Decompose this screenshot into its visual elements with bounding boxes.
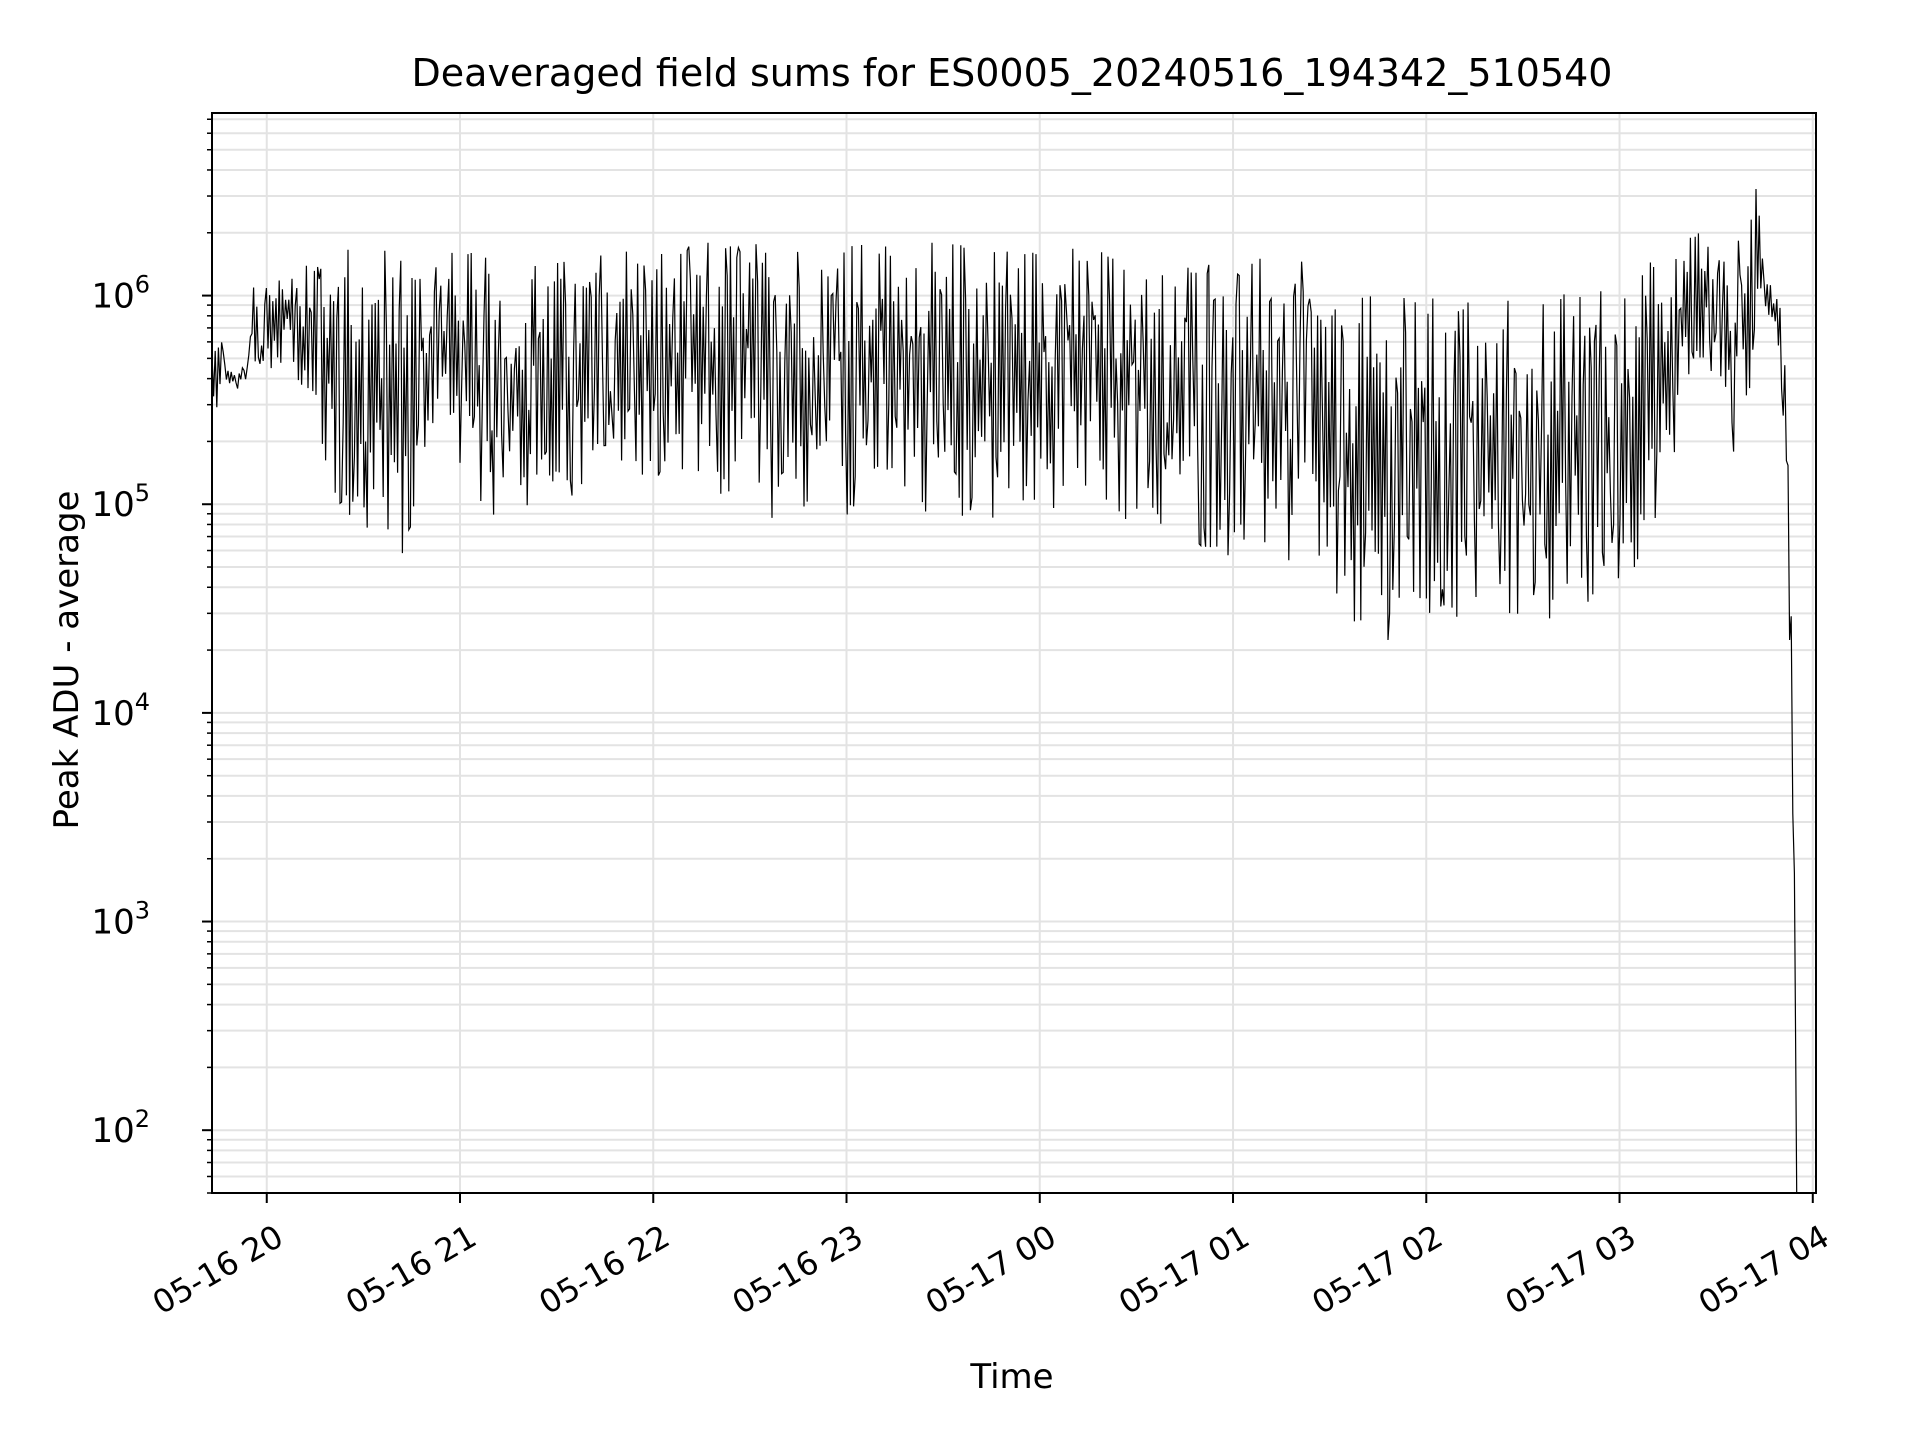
y-tick-label-exponent: 5 (135, 479, 150, 507)
y-tick-label-exponent: 6 (135, 271, 150, 299)
y-tick-label: 102 (91, 1105, 150, 1151)
y-tick-label-base: 10 (91, 903, 134, 943)
series-line (211, 188, 1798, 1194)
x-axis-label: Time (969, 1357, 1053, 1397)
y-tick-label-base: 10 (91, 277, 134, 317)
series-layer (211, 188, 1798, 1194)
y-tick-label-exponent: 4 (135, 688, 150, 716)
y-tick-label-exponent: 3 (135, 897, 150, 925)
y-tick-label-base: 10 (91, 1111, 134, 1151)
y-tick-label-base: 10 (91, 485, 134, 525)
y-tick-label-base: 10 (91, 694, 134, 734)
y-tick-label: 106 (91, 271, 150, 317)
y-tick-label-exponent: 2 (135, 1105, 150, 1133)
y-tick-label: 105 (91, 479, 150, 525)
y-axis-label: Peak ADU - average (47, 491, 87, 830)
chart-title: Deaveraged field sums for ES0005_2024051… (412, 51, 1613, 95)
y-tick-label: 103 (91, 897, 150, 943)
y-tick-label: 104 (91, 688, 150, 734)
plot-area-frame (211, 112, 1817, 1194)
